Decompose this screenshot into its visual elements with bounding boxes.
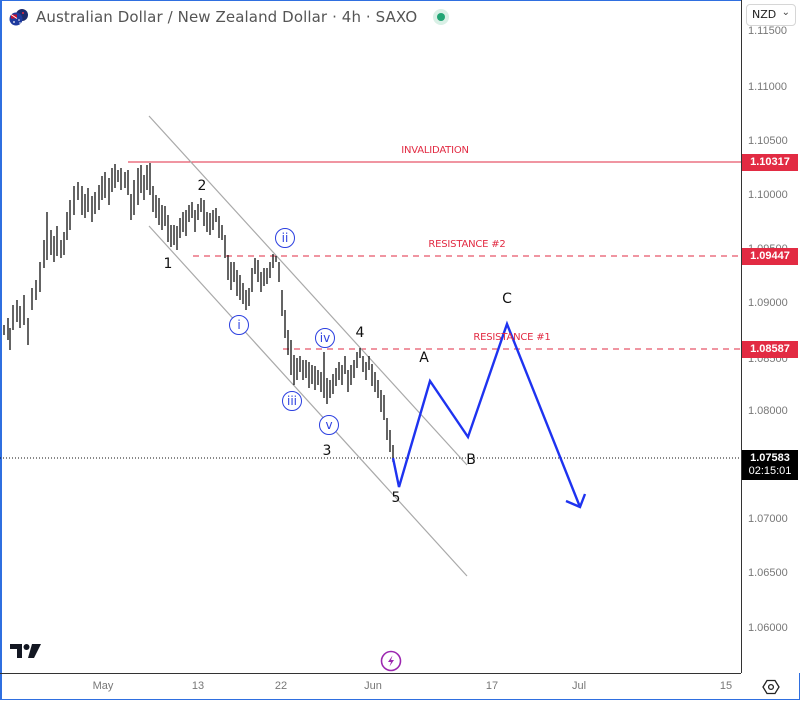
price-tick: 1.11500 (748, 25, 787, 37)
price-chart[interactable] (0, 0, 741, 673)
wave-label-3: 3 (322, 443, 332, 459)
subwave-label-i: i (229, 315, 249, 335)
wave-label-b: B (466, 452, 476, 468)
time-tick: 17 (485, 680, 499, 692)
subwave-label-ii: ii (275, 228, 295, 248)
price-tick: 1.06000 (748, 622, 788, 634)
time-tick: 13 (191, 680, 205, 692)
price-bars (3, 163, 394, 462)
channel-lower-line[interactable] (148, 225, 468, 577)
price-tick: 1.10500 (748, 135, 788, 147)
price-tick: 1.10000 (748, 189, 788, 201)
wave-label-4: 4 (355, 325, 365, 341)
projection-arrowhead (565, 493, 587, 509)
price-axis[interactable] (741, 0, 800, 673)
wave-label-5: 5 (391, 490, 401, 506)
resistance-1-price-badge: 1.08587 (742, 341, 798, 358)
price-tick: 1.11000 (748, 81, 787, 93)
currency-select[interactable]: NZD ⌄ (746, 4, 796, 26)
time-tick: 15 (719, 680, 733, 692)
time-tick: Jul (571, 680, 587, 692)
bar-countdown: 02:15:01 (748, 465, 792, 477)
resistance-2-label: RESISTANCE #2 (428, 239, 506, 250)
elliott-projection-path[interactable] (391, 320, 582, 508)
price-tick: 1.06500 (748, 567, 788, 579)
price-tick: 1.07000 (748, 513, 788, 525)
time-tick: 22 (274, 680, 288, 692)
subwave-label-v: v (319, 415, 339, 435)
subwave-label-iii: iii (282, 391, 302, 411)
invalidation-label: INVALIDATION (401, 145, 469, 156)
wave-label-a: A (419, 350, 429, 366)
subwave-label-iv: iv (315, 328, 335, 348)
chart-header: Australian Dollar / New Zealand Dollar ·… (8, 5, 450, 29)
symbol-title[interactable]: Australian Dollar / New Zealand Dollar ·… (36, 8, 418, 26)
wave-label-c: C (502, 291, 512, 307)
time-tick: Jun (364, 680, 382, 692)
invalidation-price-badge: 1.10317 (742, 154, 798, 171)
aud-nzd-flag-icon (9, 9, 28, 26)
currency-value: NZD (752, 8, 777, 21)
resistance-2-price-badge: 1.09447 (742, 248, 798, 265)
chevron-down-icon: ⌄ (781, 7, 790, 18)
chart-settings-icon[interactable] (762, 679, 780, 695)
time-axis[interactable] (0, 673, 741, 701)
tradingview-logo-icon[interactable] (10, 643, 42, 659)
last-price-value: 1.07583 (750, 452, 790, 464)
wave-label-1: 1 (163, 256, 173, 272)
price-tick: 1.08000 (748, 405, 788, 417)
channel-upper-line[interactable] (148, 115, 468, 466)
wave-label-2: 2 (197, 178, 207, 194)
resistance-1-label: RESISTANCE #1 (473, 332, 551, 343)
price-tick: 1.09000 (748, 297, 788, 309)
lightning-bolt-icon[interactable] (380, 650, 402, 672)
market-status-icon (433, 9, 450, 25)
last-price-badge: 1.07583 02:15:01 (742, 450, 798, 480)
time-tick: May (92, 680, 114, 692)
